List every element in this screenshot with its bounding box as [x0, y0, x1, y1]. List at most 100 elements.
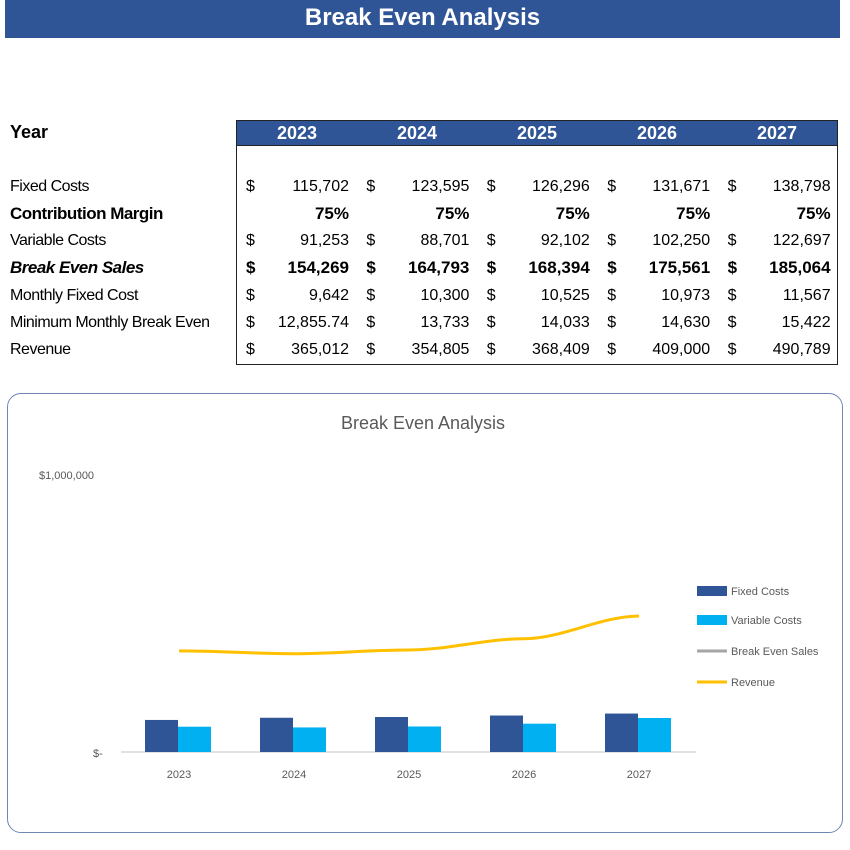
legend-label: Break Even Sales: [731, 646, 819, 658]
row-label: Minimum Monthly Break Even: [10, 314, 210, 331]
table-cell: $154,269: [237, 254, 357, 281]
row-label: Break Even Sales: [10, 258, 144, 277]
currency-symbol: $: [246, 258, 256, 277]
currency-symbol: $: [366, 314, 376, 331]
bar-variable-costs: [408, 726, 441, 752]
year-label: Year: [10, 122, 49, 142]
bar-variable-costs: [178, 726, 211, 752]
currency-symbol: $: [246, 232, 255, 249]
year-header-2024: 2024: [396, 123, 438, 143]
cell-value: 75%: [435, 204, 470, 223]
cell-value: 10,300: [420, 287, 470, 304]
x-tick-label: 2025: [397, 769, 421, 781]
table-cell: $138,798: [719, 173, 839, 200]
table-cell: $14,033: [478, 309, 598, 336]
table-body: $115,702 $123,595 $126,296 $131,671 $138,798…: [236, 146, 838, 365]
cell-value: 9,642: [308, 287, 349, 304]
table-cell: 75%: [357, 200, 477, 227]
x-tick-label: 2026: [512, 769, 536, 781]
currency-symbol: $: [727, 341, 737, 358]
table-cell: $168,394: [478, 254, 598, 281]
table-cell: $122,697: [719, 227, 839, 254]
table-cell: 75%: [237, 200, 357, 227]
currency-symbol: $: [607, 258, 617, 277]
table-cell: $175,561: [598, 254, 718, 281]
x-tick-label: 2024: [282, 769, 306, 781]
table-cell: 75%: [478, 200, 598, 227]
table-cell: $354,805: [357, 336, 477, 363]
cell-value: 409,000: [652, 341, 711, 358]
cell-value: 88,701: [420, 232, 470, 249]
table-cell: $10,973: [598, 282, 718, 309]
cell-value: 126,296: [531, 178, 590, 195]
cell-value: 175,561: [648, 258, 711, 277]
table-cell: $185,064: [719, 254, 839, 281]
currency-symbol: $: [486, 232, 496, 249]
cell-value: 75%: [676, 204, 711, 223]
currency-symbol: $: [607, 287, 617, 304]
cell-value: 368,409: [531, 341, 590, 358]
table-cell: $9,642: [237, 282, 357, 309]
cell-value: 92,102: [540, 232, 590, 249]
table-cell: $368,409: [478, 336, 598, 363]
x-tick-label: 2027: [627, 769, 651, 781]
cell-value: 15,422: [781, 314, 831, 331]
currency-symbol: $: [366, 258, 376, 277]
currency-symbol: $: [366, 287, 376, 304]
table-cell: $490,789: [719, 336, 839, 363]
currency-symbol: $: [246, 314, 255, 331]
table-cell: $131,671: [598, 173, 718, 200]
legend-label: Fixed Costs: [731, 586, 790, 598]
currency-symbol: $: [246, 178, 255, 195]
row-label: Fixed Costs: [10, 178, 89, 195]
cell-value: 75%: [555, 204, 590, 223]
cell-value: 490,789: [772, 341, 831, 358]
table-cell: $91,253: [237, 227, 357, 254]
currency-symbol: $: [727, 314, 737, 331]
row-label: Monthly Fixed Cost: [10, 287, 138, 304]
row-label: Variable Costs: [10, 232, 106, 249]
currency-symbol: $: [727, 258, 738, 277]
chart-container: Break Even Analysis $1,000,000 $- 2023 2024 2…: [7, 393, 843, 833]
currency-symbol: $: [366, 178, 376, 195]
legend-label: Revenue: [731, 677, 775, 689]
cell-value: 154,269: [287, 258, 349, 277]
cell-value: 354,805: [411, 341, 470, 358]
table-cell: $115,702: [237, 173, 357, 200]
currency-symbol: $: [366, 232, 376, 249]
currency-symbol: $: [607, 341, 617, 358]
cell-value: 102,250: [652, 232, 711, 249]
cell-value: 12,855.74: [277, 314, 349, 331]
chart-title: Break Even Analysis: [341, 413, 505, 433]
table-cell: $365,012: [237, 336, 357, 363]
table-cell: $12,855.74: [237, 309, 357, 336]
currency-symbol: $: [366, 341, 376, 358]
cell-value: 10,525: [540, 287, 590, 304]
cell-value: 185,064: [769, 258, 831, 277]
cell-value: 164,793: [407, 258, 470, 277]
bar-fixed-costs: [260, 717, 293, 752]
currency-symbol: $: [727, 178, 737, 195]
table-cell: $15,422: [719, 309, 839, 336]
year-header-2023: 2023: [276, 123, 318, 143]
table-cell: $126,296: [478, 173, 598, 200]
table-cell: $102,250: [598, 227, 718, 254]
currency-symbol: $: [486, 287, 496, 304]
bar-fixed-costs: [490, 715, 523, 752]
cell-value: 14,630: [661, 314, 711, 331]
legend-swatch: [697, 586, 727, 596]
cell-value: 14,033: [540, 314, 590, 331]
cell-value: 13,733: [420, 314, 470, 331]
table-cell: $123,595: [357, 173, 477, 200]
year-header-2026: 2026: [636, 123, 678, 143]
bar-variable-costs: [523, 723, 556, 752]
y-tick-label: $1,000,000: [39, 470, 94, 482]
cell-value: 75%: [314, 204, 349, 223]
table-cell: $13,733: [357, 309, 477, 336]
cell-value: 75%: [796, 204, 831, 223]
cell-value: 10,973: [661, 287, 711, 304]
table-cell: $164,793: [357, 254, 477, 281]
table-cell: $10,300: [357, 282, 477, 309]
currency-symbol: $: [486, 178, 496, 195]
currency-symbol: $: [246, 287, 255, 304]
